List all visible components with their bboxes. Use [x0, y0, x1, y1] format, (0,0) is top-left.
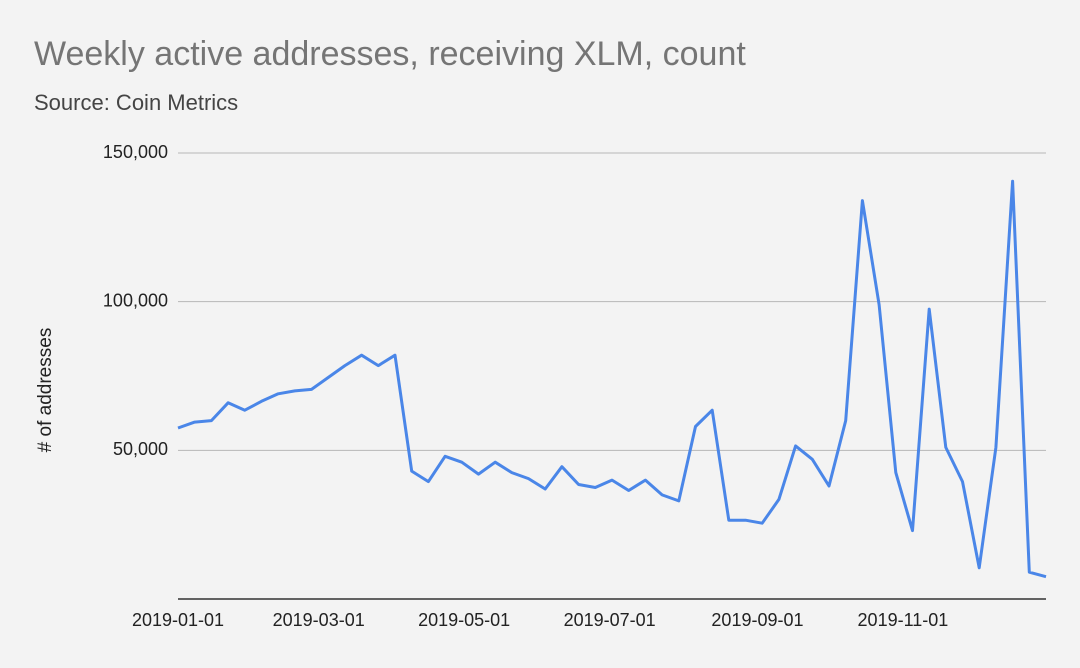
chart-subtitle: Source: Coin Metrics [34, 90, 238, 115]
y-tick-label: 50,000 [113, 439, 168, 459]
y-tick-label: 150,000 [103, 142, 168, 162]
y-axis-label: # of addresses [35, 328, 56, 453]
x-tick-label: 2019-09-01 [711, 610, 803, 630]
x-tick-label: 2019-07-01 [564, 610, 656, 630]
data-line [177, 179, 1047, 579]
x-tick-label: 2019-01-01 [132, 610, 224, 630]
y-tick-label: 100,000 [103, 290, 168, 310]
chart-title: Weekly active addresses, receiving XLM, … [34, 35, 746, 73]
x-tick-label: 2019-05-01 [418, 610, 510, 630]
x-tick-label: 2019-03-01 [273, 610, 365, 630]
x-tick-label: 2019-11-01 [858, 610, 949, 630]
